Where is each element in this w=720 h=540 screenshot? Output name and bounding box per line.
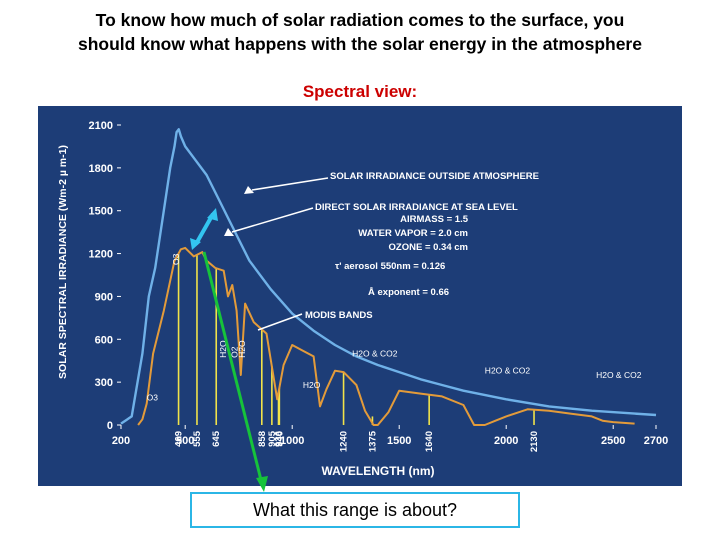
annotation-modis-bands: MODIS BANDS — [305, 310, 373, 321]
slide-title: To know how much of solar radiation come… — [0, 8, 720, 56]
modis-band-label: 936 — [274, 431, 285, 447]
range-highlight-arrow — [194, 213, 215, 245]
annotation-outside: SOLAR IRRADIANCE OUTSIDE ATMOSPHERE — [330, 171, 539, 182]
modis-band-label: 555 — [192, 430, 203, 447]
sea-level-curve — [137, 246, 635, 426]
slide-title-line-1: To know how much of solar radiation come… — [95, 10, 625, 30]
modis-band-label: 1640 — [424, 431, 435, 452]
absorption-label: H2O & CO2 — [485, 366, 531, 376]
y-tick-label: 1800 — [89, 163, 113, 175]
slide-title-line-2: should know what happens with the solar … — [78, 34, 642, 54]
modis-band-label: 858 — [257, 431, 268, 447]
modis-band-label: 2130 — [529, 431, 540, 452]
absorption-label: H2O — [303, 380, 321, 390]
absorption-label: O3 — [171, 253, 181, 265]
modis-band-label: 1375 — [367, 430, 378, 452]
modis-band-label: 905 — [267, 430, 278, 447]
x-axis-label: WAVELENGTH (nm) — [321, 464, 434, 478]
modis-band-label: 469 — [174, 431, 185, 447]
range-highlight-arrow-head-top — [207, 208, 218, 221]
modis-band-label: 940 — [274, 431, 285, 447]
x-tick-label: 500 — [176, 435, 194, 447]
annotation-angstrom: Å exponent = 0.66 — [368, 287, 449, 298]
range-highlight-arrow-head-bottom — [190, 238, 201, 250]
modis-band-label: 1240 — [339, 431, 350, 452]
chart-panel — [38, 106, 682, 486]
y-tick-label: 300 — [95, 377, 113, 389]
absorption-label: H2O — [237, 340, 247, 358]
y-tick-label: 1500 — [89, 206, 113, 218]
absorption-label: H2O & CO2 — [352, 348, 398, 358]
y-axis-label: SOLAR SPECTRAL IRRADIANCE (Wm-2 µ m-1) — [57, 145, 69, 379]
question-box: What this range is about? — [190, 492, 520, 528]
y-tick-label: 900 — [95, 291, 113, 303]
outside-atmosphere-curve — [120, 128, 657, 425]
pointer-sea-level-head — [224, 228, 234, 236]
question-pointer-line — [202, 251, 264, 485]
annotation-ozone: OZONE = 0.34 cm — [389, 242, 468, 253]
y-tick-label: 0 — [107, 420, 113, 432]
absorption-label: O2 — [230, 346, 240, 358]
x-tick-label: 2700 — [644, 435, 668, 447]
x-tick-label: 1500 — [387, 435, 411, 447]
y-tick-label: 600 — [95, 334, 113, 346]
pointer-outside-head — [244, 186, 254, 194]
annotation-sea-level: DIRECT SOLAR IRRADIANCE AT SEA LEVEL — [315, 202, 518, 213]
question-pointer-head — [256, 476, 268, 492]
y-tick-label: 1200 — [89, 249, 113, 261]
pointer-sea-level — [231, 207, 314, 233]
annotation-aerosol: τ' aerosol 550nm = 0.126 — [335, 261, 445, 272]
x-tick-label: 200 — [112, 435, 130, 447]
section-label: Spectral view: — [302, 82, 418, 101]
annotation-water-vapor: WATER VAPOR = 2.0 cm — [358, 228, 468, 239]
modis-band-label: 645 — [211, 430, 222, 447]
x-tick-label: 2000 — [494, 435, 518, 447]
pointer-modis — [257, 313, 303, 331]
absorption-label: H2O & CO2 — [596, 370, 642, 380]
pointer-outside — [251, 177, 329, 191]
absorption-label: H2O — [218, 340, 228, 358]
y-tick-label: 2100 — [89, 120, 113, 132]
annotation-airmass: AIRMASS = 1.5 — [400, 214, 469, 225]
absorption-label: O3 — [147, 393, 159, 403]
x-tick-label: 1000 — [280, 435, 304, 447]
x-tick-label: 2500 — [601, 435, 625, 447]
